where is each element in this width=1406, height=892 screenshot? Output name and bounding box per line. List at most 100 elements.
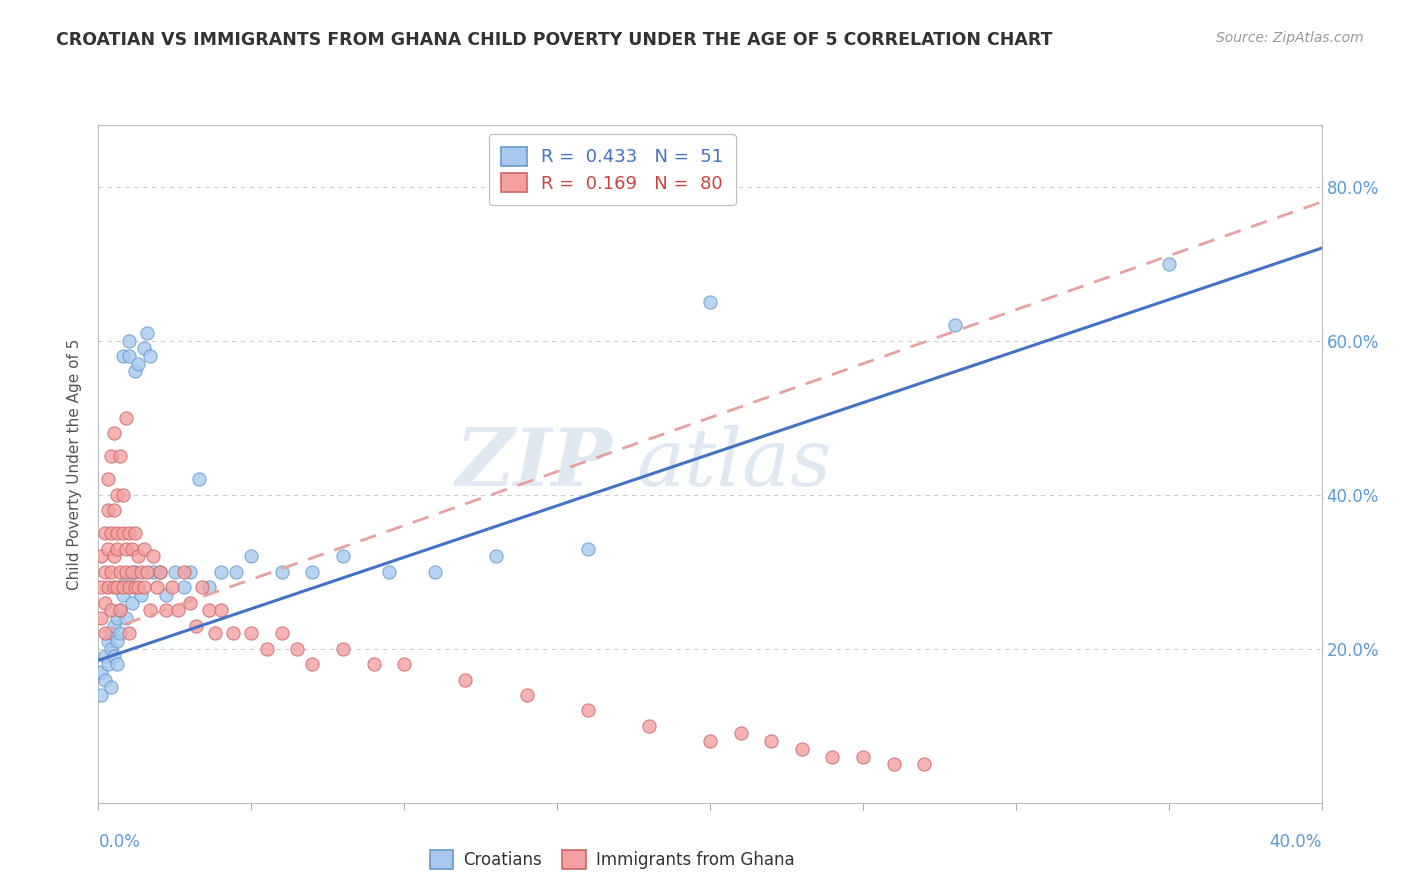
- Point: [149, 565, 172, 579]
- Point: [97, 634, 120, 648]
- Point: [115, 541, 138, 556]
- Point: [111, 588, 134, 602]
- Point: [392, 657, 416, 672]
- Point: [108, 603, 131, 617]
- Point: [240, 626, 263, 640]
- Point: [111, 526, 134, 541]
- Point: [149, 565, 172, 579]
- Point: [105, 488, 128, 502]
- Point: [97, 657, 120, 672]
- Point: [121, 565, 143, 579]
- Point: [136, 326, 159, 340]
- Point: [790, 742, 813, 756]
- Point: [167, 603, 190, 617]
- Point: [100, 449, 122, 463]
- Point: [100, 603, 122, 617]
- Point: [103, 549, 125, 564]
- Point: [111, 580, 134, 594]
- Point: [209, 603, 232, 617]
- Point: [105, 526, 128, 541]
- Point: [108, 565, 131, 579]
- Point: [103, 425, 125, 440]
- Point: [186, 618, 208, 632]
- Point: [332, 641, 354, 656]
- Point: [134, 541, 156, 556]
- Point: [191, 580, 214, 594]
- Point: [699, 734, 721, 748]
- Point: [454, 673, 477, 687]
- Point: [516, 688, 538, 702]
- Point: [139, 603, 162, 617]
- Point: [121, 541, 143, 556]
- Point: [115, 565, 138, 579]
- Point: [108, 449, 131, 463]
- Point: [90, 611, 112, 625]
- Point: [179, 595, 201, 609]
- Point: [118, 349, 141, 363]
- Point: [197, 580, 219, 594]
- Point: [103, 580, 125, 594]
- Point: [270, 565, 292, 579]
- Point: [485, 549, 508, 564]
- Point: [912, 757, 935, 772]
- Text: CROATIAN VS IMMIGRANTS FROM GHANA CHILD POVERTY UNDER THE AGE OF 5 CORRELATION C: CROATIAN VS IMMIGRANTS FROM GHANA CHILD …: [56, 31, 1053, 49]
- Point: [118, 580, 141, 594]
- Point: [111, 488, 134, 502]
- Point: [1157, 256, 1180, 270]
- Point: [637, 719, 661, 733]
- Point: [270, 626, 292, 640]
- Point: [730, 726, 752, 740]
- Point: [103, 649, 125, 664]
- Point: [225, 565, 247, 579]
- Point: [759, 734, 782, 748]
- Point: [90, 549, 112, 564]
- Point: [155, 588, 177, 602]
- Point: [209, 565, 232, 579]
- Point: [179, 565, 201, 579]
- Point: [134, 580, 156, 594]
- Point: [103, 503, 125, 517]
- Point: [222, 626, 245, 640]
- Point: [129, 588, 152, 602]
- Point: [188, 472, 211, 486]
- Point: [105, 611, 128, 625]
- Point: [240, 549, 263, 564]
- Point: [93, 649, 115, 664]
- Point: [883, 757, 905, 772]
- Point: [93, 673, 115, 687]
- Point: [163, 565, 186, 579]
- Point: [378, 565, 401, 579]
- Point: [105, 657, 128, 672]
- Point: [124, 565, 146, 579]
- Point: [97, 580, 120, 594]
- Point: [301, 565, 323, 579]
- Point: [93, 565, 115, 579]
- Point: [124, 364, 146, 378]
- Text: 40.0%: 40.0%: [1270, 833, 1322, 851]
- Point: [111, 349, 134, 363]
- Point: [115, 611, 138, 625]
- Point: [90, 665, 112, 679]
- Point: [139, 349, 162, 363]
- Point: [93, 626, 115, 640]
- Point: [97, 503, 120, 517]
- Point: [127, 357, 149, 371]
- Point: [105, 634, 128, 648]
- Point: [115, 410, 138, 425]
- Point: [134, 341, 156, 355]
- Point: [108, 603, 131, 617]
- Point: [285, 641, 308, 656]
- Point: [423, 565, 446, 579]
- Point: [100, 641, 122, 656]
- Point: [129, 565, 152, 579]
- Text: ZIP: ZIP: [456, 425, 612, 502]
- Text: 0.0%: 0.0%: [98, 833, 141, 851]
- Point: [124, 526, 146, 541]
- Point: [97, 472, 120, 486]
- Point: [115, 573, 138, 587]
- Point: [105, 580, 128, 594]
- Point: [105, 541, 128, 556]
- Point: [121, 595, 143, 609]
- Point: [142, 549, 165, 564]
- Point: [160, 580, 183, 594]
